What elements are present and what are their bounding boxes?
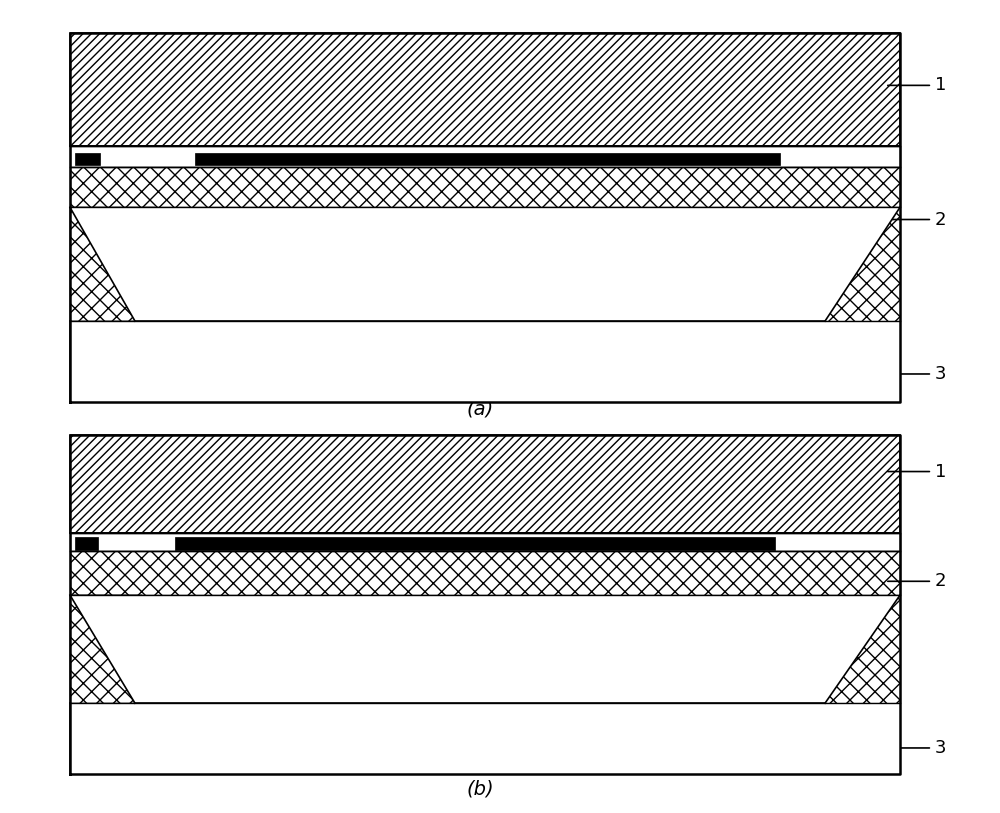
Bar [70,551,900,595]
Text: 3: 3 [888,365,946,383]
Polygon shape [70,207,900,321]
Polygon shape [780,207,900,321]
Bar [70,321,900,402]
Polygon shape [135,595,825,703]
Polygon shape [135,207,825,321]
Bar [70,703,900,774]
Text: (b): (b) [466,780,494,798]
Text: 2: 2 [888,572,946,590]
Bar [70,703,900,774]
Polygon shape [775,595,900,703]
Polygon shape [70,595,900,703]
Text: 1: 1 [888,76,946,94]
Bar [195,153,780,165]
Bar [70,33,900,146]
Text: 2: 2 [888,211,946,228]
Text: (a): (a) [466,400,494,419]
Polygon shape [70,207,155,321]
Text: 3: 3 [888,739,946,757]
Text: 1: 1 [888,463,946,480]
Bar [70,167,900,207]
Bar [75,537,98,550]
Bar [70,321,900,402]
Bar [70,533,900,551]
Polygon shape [70,595,142,703]
Bar [70,146,900,167]
Bar [70,435,900,533]
Bar [175,537,775,550]
Bar [75,153,100,165]
